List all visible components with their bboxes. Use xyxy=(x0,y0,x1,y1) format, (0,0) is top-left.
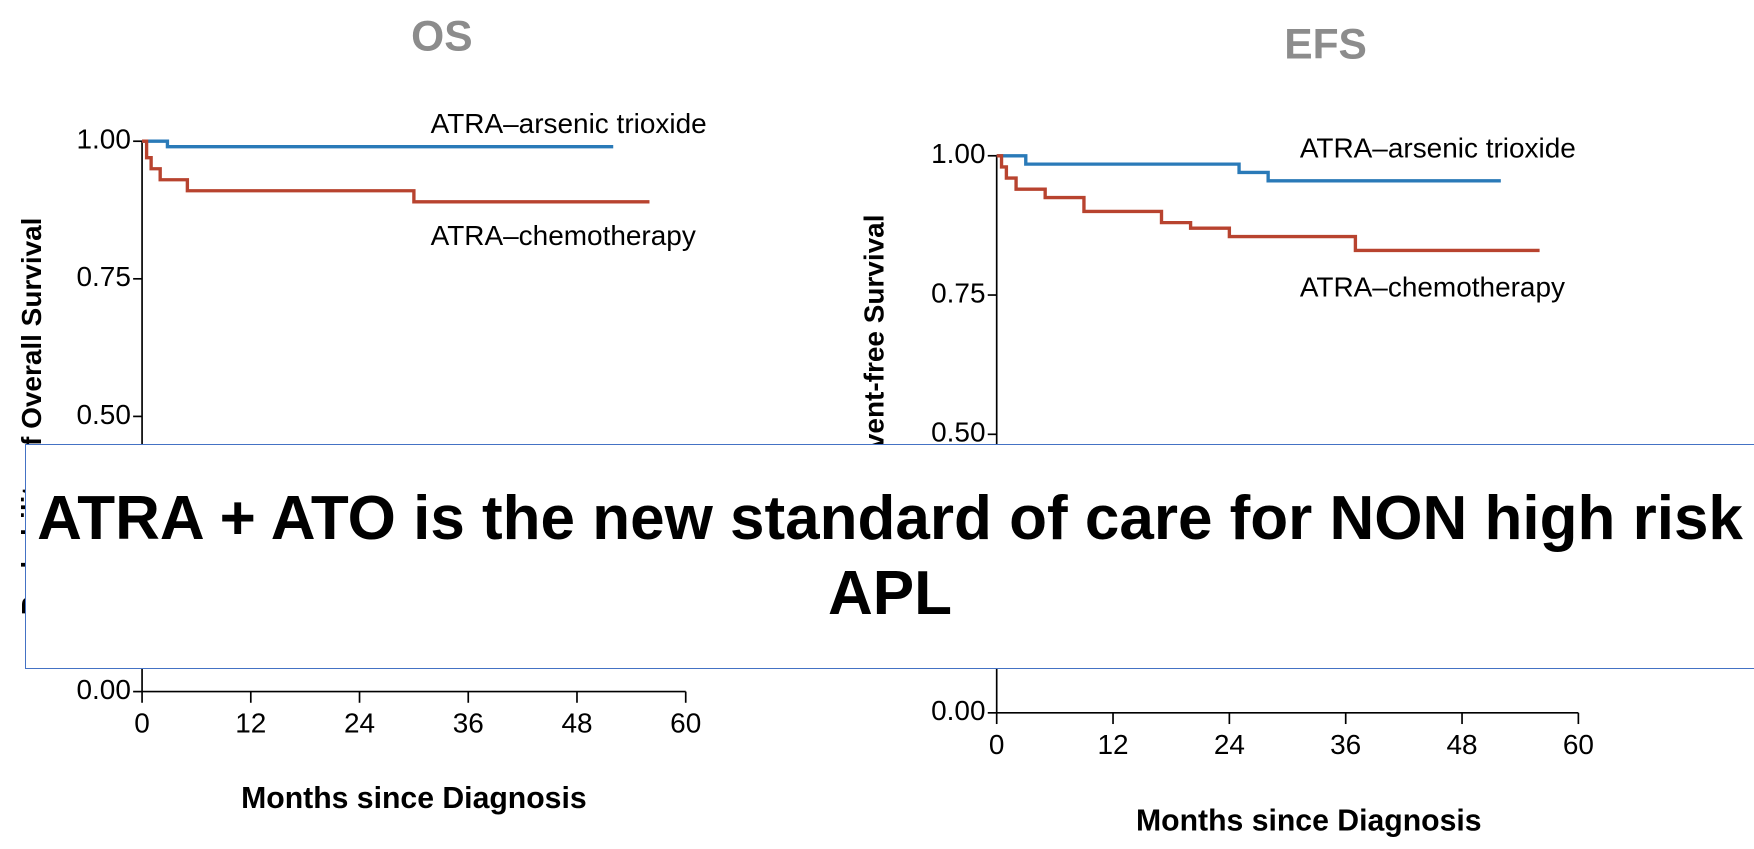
x-tick-label: 36 xyxy=(453,708,484,739)
x-tick-label: 48 xyxy=(1446,729,1477,760)
series-label: ATRA–arsenic trioxide xyxy=(431,108,707,139)
x-tick-label: 24 xyxy=(1214,729,1245,760)
x-tick-label: 24 xyxy=(344,708,375,739)
y-tick-label: 1.00 xyxy=(931,138,985,169)
banner: ATRA + ATO is the new standard of care f… xyxy=(25,444,1754,669)
y-tick-label: 0.00 xyxy=(931,695,985,726)
series-label: ATRA–chemotherapy xyxy=(431,220,696,251)
y-tick-label: 0.50 xyxy=(76,399,130,430)
x-tick-label: 60 xyxy=(1563,729,1594,760)
chart-title: EFS xyxy=(1284,21,1367,68)
x-tick-label: 48 xyxy=(561,708,592,739)
y-tick-label: 0.50 xyxy=(931,417,985,448)
chart-title: OS xyxy=(411,14,472,61)
survival-curve xyxy=(996,154,1501,183)
y-tick-label: 0.75 xyxy=(76,261,130,292)
x-axis-label: Months since Diagnosis xyxy=(241,782,587,815)
x-tick-label: 0 xyxy=(989,729,1005,760)
x-tick-label: 60 xyxy=(670,708,701,739)
survival-curve xyxy=(142,139,614,149)
y-tick-label: 1.00 xyxy=(76,124,130,155)
y-tick-label: 0.75 xyxy=(931,277,985,308)
survival-curve xyxy=(996,154,1540,253)
x-tick-label: 12 xyxy=(235,708,266,739)
x-axis-label: Months since Diagnosis xyxy=(1136,804,1482,837)
series-label: ATRA–arsenic trioxide xyxy=(1300,133,1576,164)
x-tick-label: 36 xyxy=(1330,729,1361,760)
x-tick-label: 0 xyxy=(134,708,150,739)
x-tick-label: 12 xyxy=(1097,729,1128,760)
survival-curve xyxy=(142,139,650,204)
y-tick-label: 0.00 xyxy=(76,674,130,705)
series-label: ATRA–chemotherapy xyxy=(1300,271,1565,302)
